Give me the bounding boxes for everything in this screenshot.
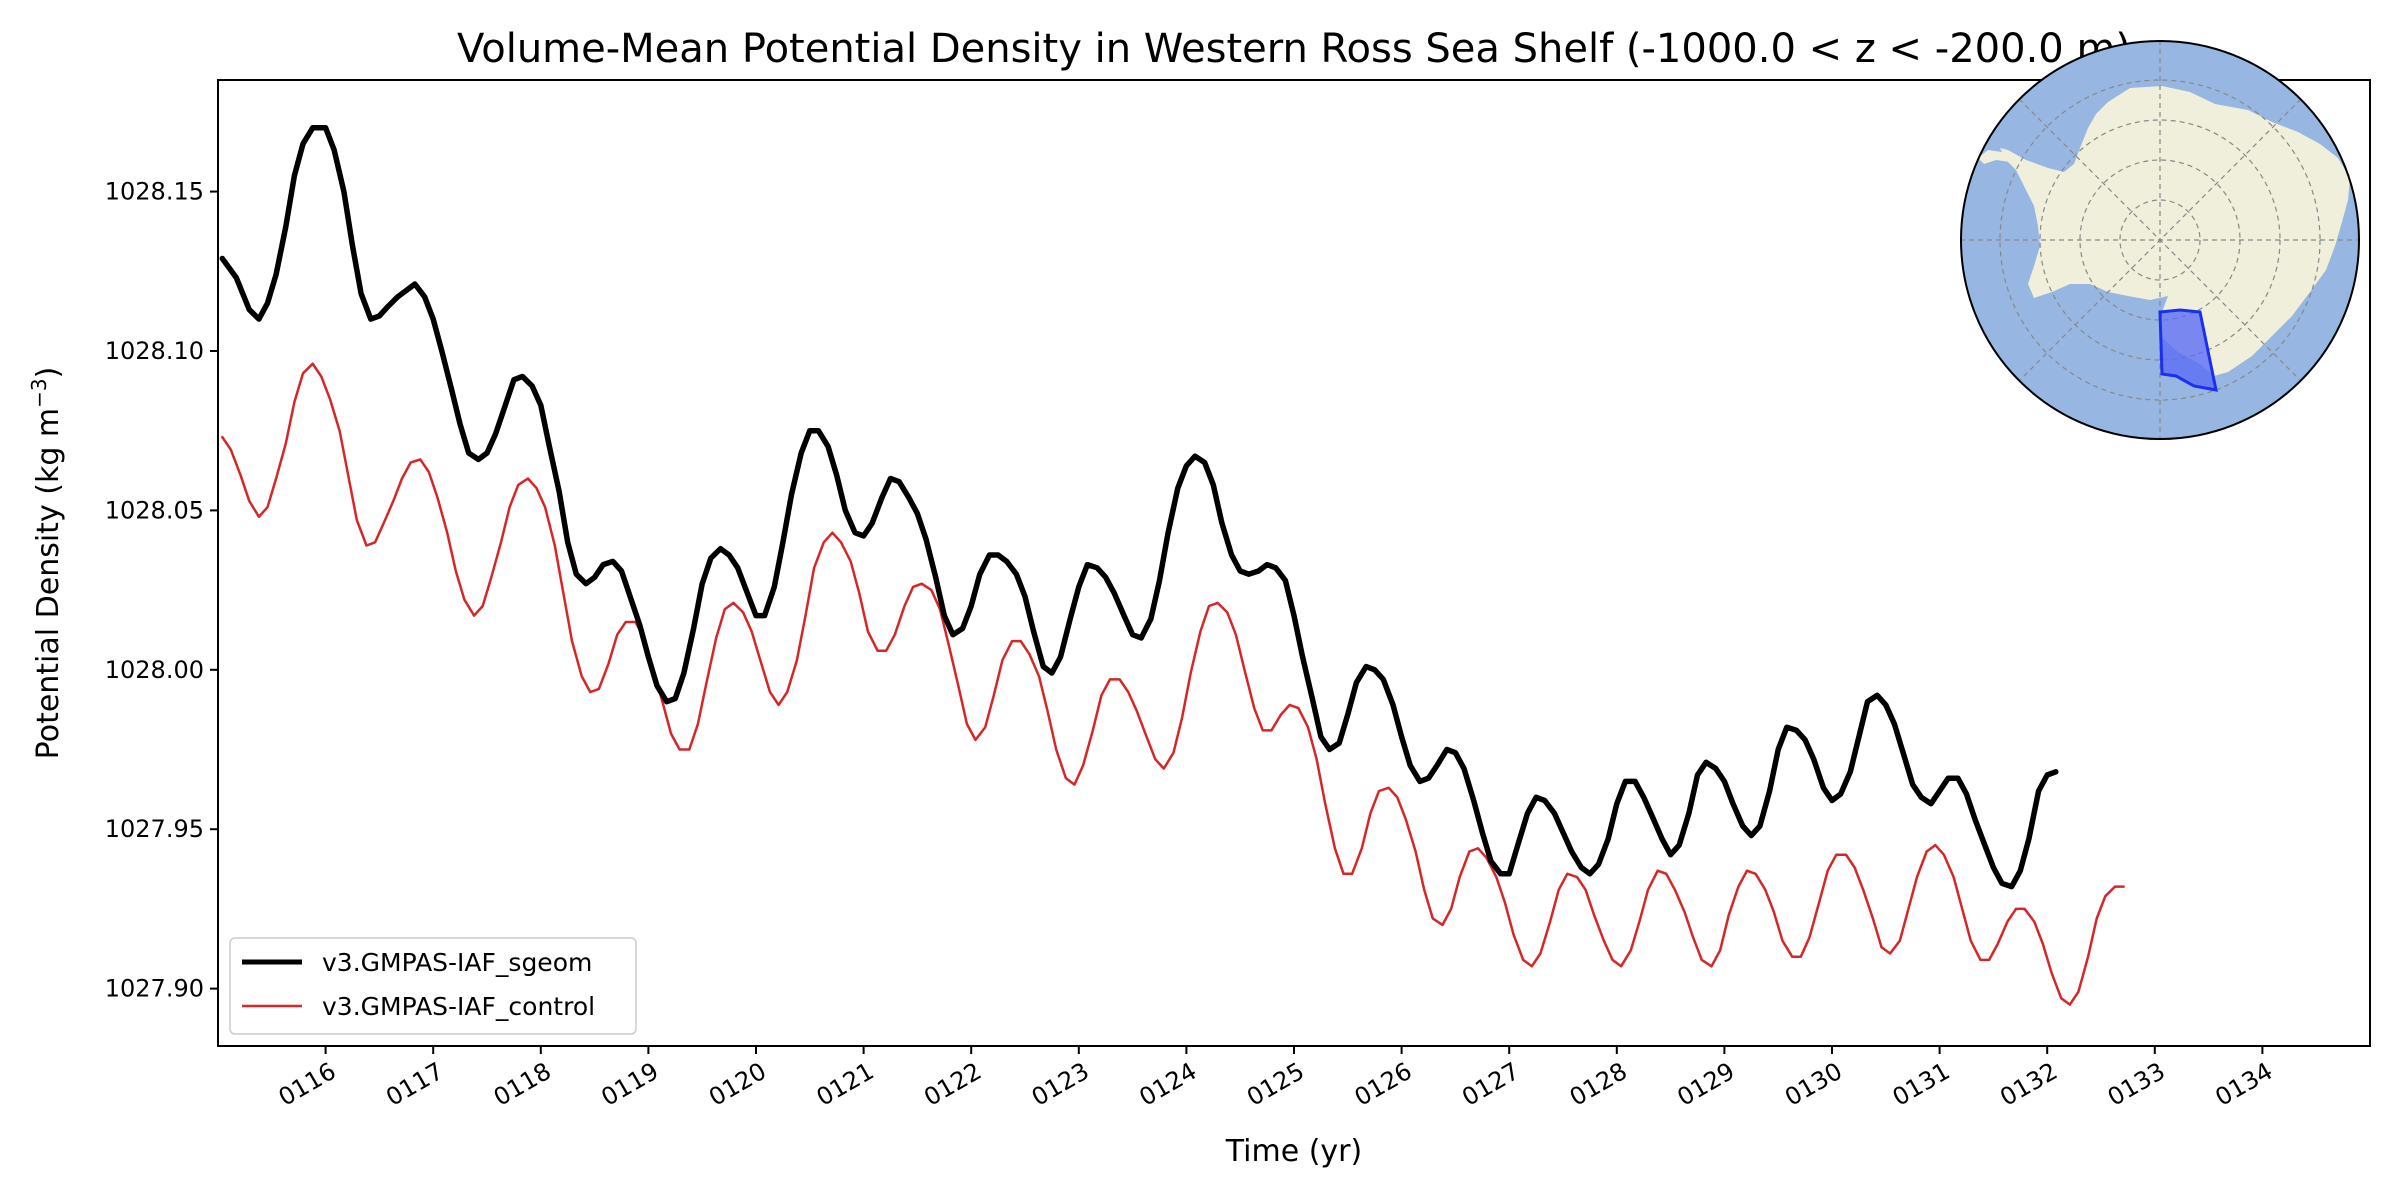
map-antarctic-peninsula [1978,150,2010,164]
y-tick-label: 1028.10 [105,337,204,365]
y-axis: 1027.90 1027.95 1028.00 1028.05 1028.10 1028.… [105,178,218,1003]
y-tick-label: 1027.95 [105,815,204,843]
y-axis-label: Potential Density (kg m−3) [27,367,66,760]
x-axis: 0116 0117 0118 0119 0120 0121 0122 0123 0124 0125… [274,1046,2278,1112]
x-tick-label: 0124 [1135,1057,1202,1112]
legend-label-control: v3.GMPAS-IAF_control [322,992,595,1021]
inset-antarctica-map [1960,40,2360,440]
y-axis-label-close: ) [31,367,66,379]
legend-box [229,937,637,1035]
x-tick-label: 0116 [274,1057,341,1112]
map-gridlines [1961,41,2359,439]
legend-label-sgeom: v3.GMPAS-IAF_sgeom [322,948,592,977]
x-tick-label: 0133 [2103,1057,2170,1112]
x-tick-label: 0129 [1673,1057,1740,1112]
y-tick-label: 1028.05 [105,496,204,524]
x-tick-label: 0134 [2211,1057,2278,1112]
x-tick-label: 0121 [812,1057,879,1112]
x-tick-label: 0128 [1565,1057,1632,1112]
map-western-ross-sea-region [2158,308,2218,392]
x-tick-label: 0127 [1457,1057,1524,1112]
x-tick-label: 0120 [704,1057,771,1112]
chart-title: Volume-Mean Potential Density in Western… [457,26,2131,72]
x-tick-label: 0132 [1995,1057,2062,1112]
x-tick-label: 0130 [1780,1057,1847,1112]
y-axis-label-main: Potential Density (kg m [31,408,66,759]
map-boundary [1960,40,2360,440]
y-axis-label-superscript: −3 [27,378,51,407]
x-tick-label: 0125 [1242,1057,1309,1112]
y-tick-label: 1028.15 [105,178,204,206]
series-line-control [221,362,2125,1006]
x-tick-label: 0119 [597,1057,664,1112]
y-tick-label: 1028.00 [105,656,204,684]
x-tick-label: 0122 [919,1057,986,1112]
x-tick-label: 0131 [1888,1057,1955,1112]
legend: v3.GMPAS-IAF_sgeom v3.GMPAS-IAF_control [229,937,637,1035]
x-tick-label: 0118 [489,1057,556,1112]
x-tick-label: 0126 [1350,1057,1417,1112]
y-tick-label: 1027.90 [105,975,204,1003]
series-line-sgeom [219,125,2059,890]
x-tick-label: 0123 [1027,1057,1094,1112]
x-axis-label: Time (yr) [1225,1134,1362,1169]
x-tick-label: 0117 [381,1057,448,1112]
